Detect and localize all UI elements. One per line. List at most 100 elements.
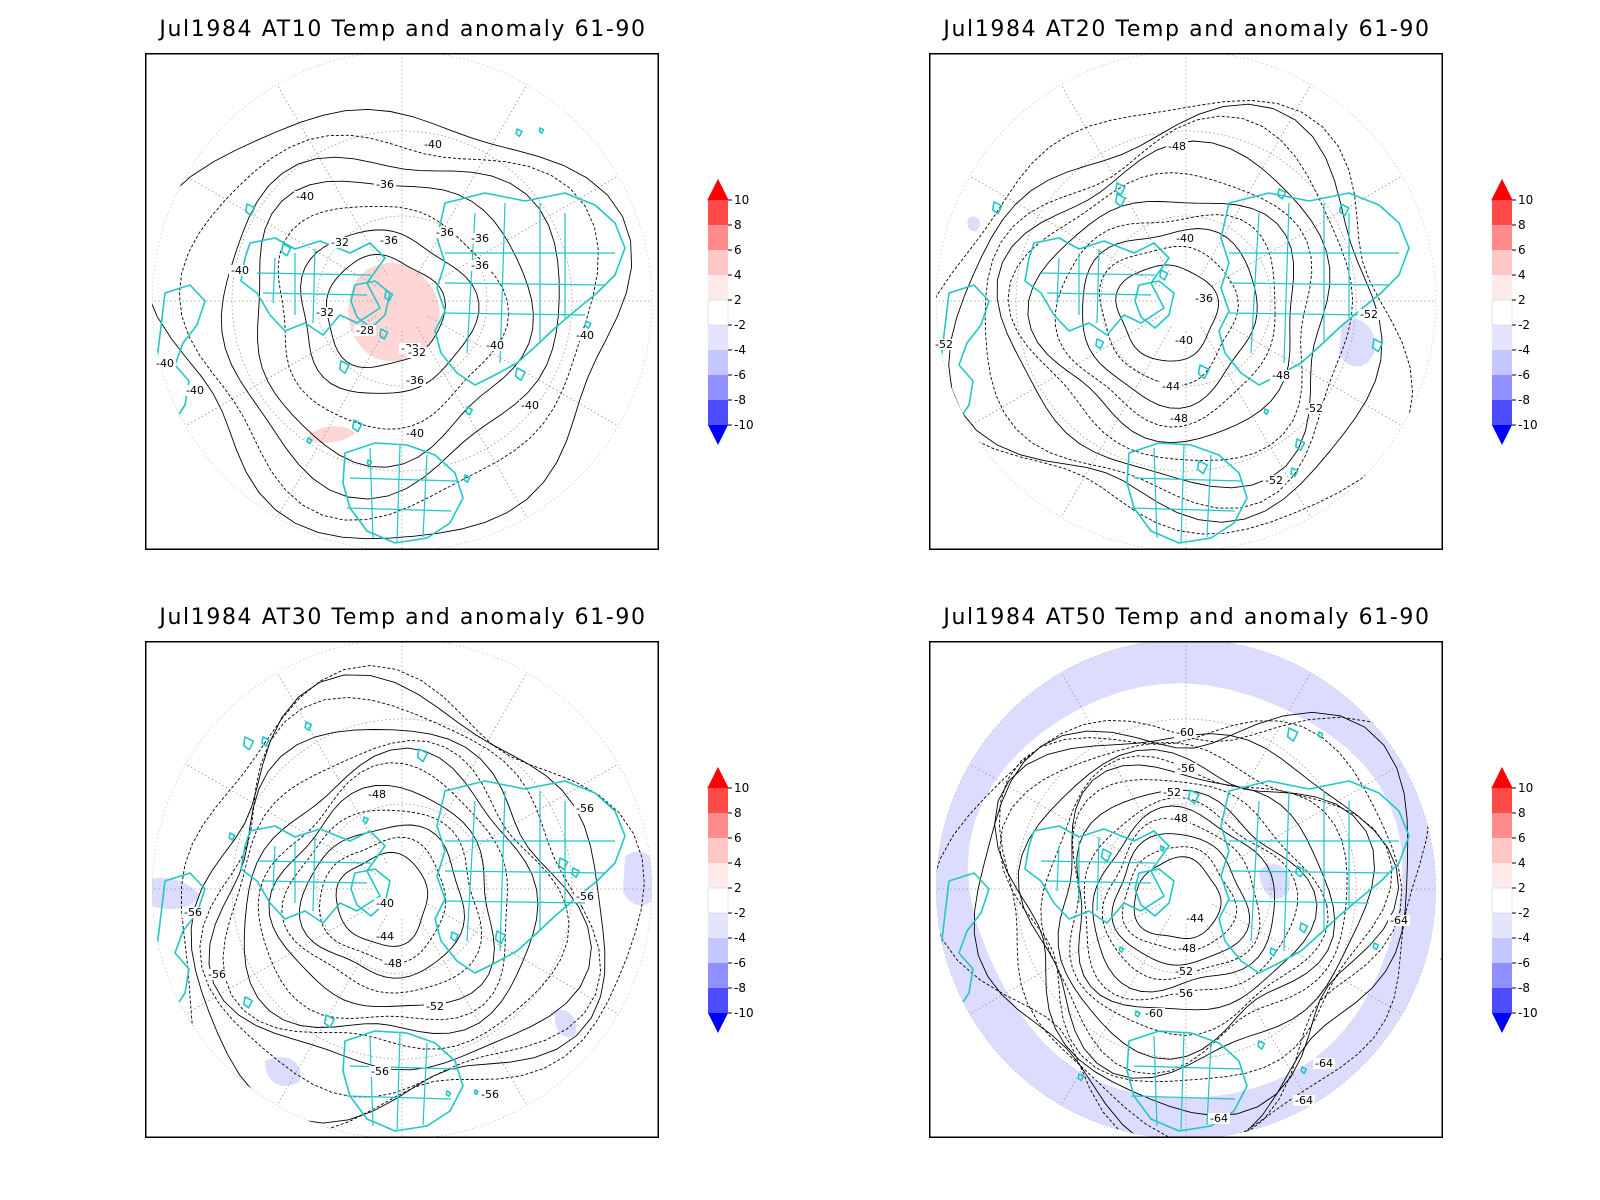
colorbar-segment [708,300,728,325]
colorbar-segment [708,963,728,988]
colorbar-segment [1492,938,1512,963]
contour-label: -52 [1175,965,1193,978]
panel-title: Jul1984 AT30 Temp and anomaly 61-90 [159,605,647,630]
coastline [1095,338,1105,350]
coastline [1077,1073,1085,1082]
contour-label: -36 [471,232,489,245]
country-border [369,447,374,539]
contour-label: -52 [1265,474,1283,487]
temperature-contour [199,696,602,1098]
coastline [1196,460,1209,475]
colorbar-segment [1492,325,1512,350]
colorbar-tick-label: 4 [734,268,742,282]
map-border [929,641,1443,1138]
coastline [240,825,386,924]
colorbar-segment [1492,300,1512,325]
colorbar-segment [708,400,728,425]
colorbar-tick-label: 10 [734,193,749,207]
country-border [312,836,316,912]
coastline [1371,338,1384,353]
polar-map: -60-56-52-48-44-48-52-56-60-64-64-64-64-… [929,641,1443,1138]
panel-at20: Jul1984 AT20 Temp and anomaly 61-90 -48 -4… [784,0,1584,600]
colorbar-segment [1492,200,1512,225]
contour-label: -36 [380,234,398,247]
colorbar-tick-label: 2 [1518,293,1526,307]
country-border [1056,845,1060,892]
country-border [1130,507,1236,512]
contour-label: -64 [1315,1057,1333,1070]
contour-label: -60 [1145,1007,1163,1020]
meridian-line [427,758,628,875]
colorbar-segment [708,225,728,250]
temperature-contour [973,711,1409,1138]
panel-title: Jul1984 AT50 Temp and anomaly 61-90 [943,605,1431,630]
country-border [1283,202,1290,364]
colorbar-tick-label: 10 [1518,781,1533,795]
contour-label: -40 [156,357,174,370]
temperature-contour [335,852,429,947]
temperature-contour [1092,805,1276,993]
coastline [384,290,394,302]
contour-label: -44 [376,930,394,943]
temperature-contour [948,103,1383,523]
colorbar-segment [1492,963,1512,988]
contour-label: -40 [1176,232,1194,245]
meridian-line [176,903,377,1020]
country-border [369,1035,374,1127]
country-border [346,1095,452,1100]
contour-label: -56 [184,906,202,919]
coastline [261,736,270,747]
contour-label: -52 [1163,786,1181,799]
coastline [450,931,459,942]
colorbar-tick-label: -2 [1518,318,1530,332]
colorbar-segment [708,813,728,838]
country-border [1130,1095,1236,1100]
coastline [306,437,313,445]
colorbar-arrow-bottom [708,1013,728,1033]
warm-anomaly-patch [308,426,355,443]
coastline [1134,1010,1141,1018]
contour-label: -52 [935,338,953,351]
coastline [304,721,313,731]
colorbar-tick-label: -4 [1518,343,1530,357]
country-border [262,880,368,884]
colorbar-tick-label: 8 [734,806,742,820]
polar-map-svg: -60-56-52-48-44-48-52-56-60-64-64-64-64-… [929,641,1443,1138]
colorbar-segment [1492,838,1512,863]
coastline [434,192,626,386]
coastline [228,832,236,841]
anomaly-colorbar: 10 8 6 4 2 -2 -4 -6 -8 -10 [1484,178,1574,463]
colorbar-tick-label: 10 [734,781,749,795]
coastline [154,284,206,424]
country-border [262,292,368,296]
polar-map-svg: -40-36-40-36-36-40-32-36-32-36-32-28-32-… [145,53,659,550]
colorbar-segment [1492,788,1512,813]
colorbar-segment [1492,813,1512,838]
coastline [1286,727,1299,742]
cold-anomaly-patch [967,216,980,232]
contour-label: -64 [1295,1094,1313,1107]
contour-label: -40 [1175,334,1193,347]
temperature-contour [1099,245,1239,386]
colorbar-tick-label: -2 [1518,906,1530,920]
coastline [1134,868,1175,917]
meridian-line [416,326,533,527]
temperature-contour [277,205,510,430]
colorbar-segment [1492,400,1512,425]
country-border [1133,477,1242,482]
temperature-contour [1007,172,1313,461]
meridian-line [176,758,377,875]
coastline [1023,497,1029,504]
coastline [1300,1066,1308,1075]
cold-anomaly-patch [1339,319,1375,367]
coastline [1218,192,1410,386]
country-border [1040,272,1156,276]
colorbar-segment [708,325,728,350]
coastline [1159,269,1169,281]
colorbar-tick-label: 4 [734,856,742,870]
colorbar-segment [708,375,728,400]
coastline [494,930,507,945]
colorbar-tick-label: -2 [734,906,746,920]
contour-label: -40 [486,339,504,352]
colorbar-tick-label: -4 [734,343,746,357]
